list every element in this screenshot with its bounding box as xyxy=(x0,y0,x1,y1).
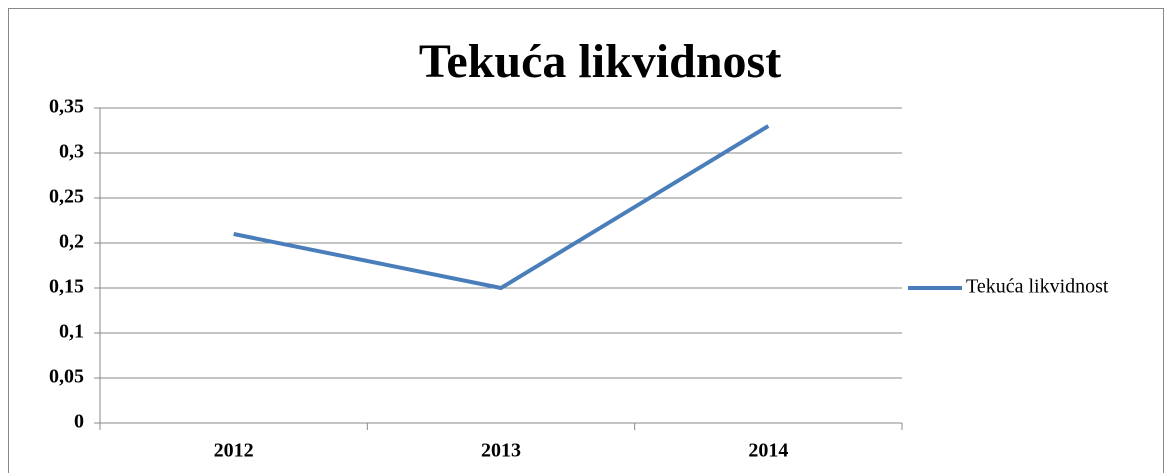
legend-label: Tekuća likvidnost xyxy=(966,276,1109,298)
data-line xyxy=(233,124,770,290)
chart-border xyxy=(8,8,1164,473)
y-tick-label: 0,3 xyxy=(59,141,84,163)
x-tick-label: 2013 xyxy=(481,440,521,462)
y-tick-label: 0,05 xyxy=(49,366,84,388)
x-tick-label: 2014 xyxy=(748,440,788,462)
y-tick-label: 0,35 xyxy=(49,96,84,118)
y-tick-label: 0,15 xyxy=(49,276,84,298)
y-tick-label: 0,1 xyxy=(59,321,84,343)
y-tick-label: 0,2 xyxy=(59,231,84,253)
chart-title: Tekuća likvidnost xyxy=(419,35,781,88)
y-tick-label: 0 xyxy=(74,411,84,433)
y-tick-label: 0,25 xyxy=(49,186,84,208)
x-tick-label: 2012 xyxy=(214,440,254,462)
